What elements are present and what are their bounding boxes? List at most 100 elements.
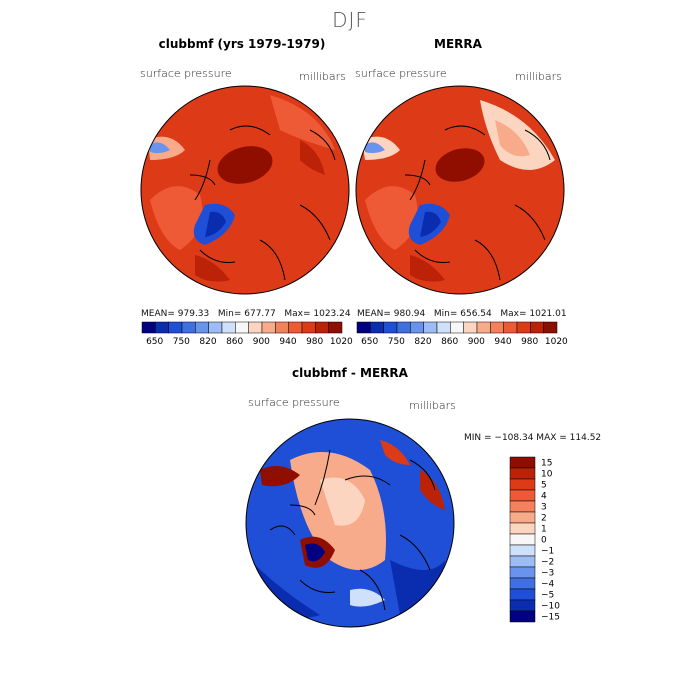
colorbar-swatch <box>315 321 329 334</box>
colorbar-tick-label: 2 <box>541 514 547 524</box>
minmax-label-bottom: MIN = −108.34 MAX = 114.52 <box>464 433 602 443</box>
colorbar-swatch <box>328 321 343 334</box>
colorbar-tick-label: 650 <box>361 337 378 347</box>
colorbar-swatch <box>509 533 536 546</box>
colorbar-swatch <box>509 599 536 612</box>
map-difference <box>246 419 454 627</box>
colorbar-tick-label: 1020 <box>545 337 568 347</box>
colorbar-merra: 650 750 820 860 900 940 980 1020 <box>356 321 568 347</box>
colorbar-swatch <box>509 555 536 568</box>
colorbar-swatch <box>261 321 276 334</box>
min-label: Min= <box>433 309 458 319</box>
colorbar-swatch <box>516 321 531 334</box>
max-label: Max= <box>284 309 311 319</box>
map-merra <box>356 86 564 294</box>
colorbar-swatch <box>370 321 384 334</box>
colorbar-tick-label: 0 <box>541 536 547 546</box>
colorbar-tick-label: 860 <box>441 337 458 347</box>
colorbar-swatch <box>248 321 263 334</box>
stats-right: MEAN= 980.94 Min= 656.54 Max= 1021.01 <box>357 309 567 319</box>
colorbar-swatch <box>509 566 536 579</box>
mean-value: 980.94 <box>393 309 426 319</box>
greenland-plateau <box>420 211 441 237</box>
ocean-region <box>365 186 418 250</box>
units-label-bottom: millibars <box>409 399 456 412</box>
coastline <box>269 449 436 611</box>
negative-anomaly-region <box>305 543 325 562</box>
colorbar-swatch <box>463 321 478 334</box>
colorbar-swatch <box>509 544 536 557</box>
map-border <box>140 85 350 295</box>
colorbar-swatch <box>509 522 536 535</box>
colorbar-tick-label: 980 <box>521 337 538 347</box>
colorbar-tick-label: −3 <box>541 569 554 579</box>
max-value: 1023.24 <box>313 309 351 319</box>
units-label-right: millibars <box>515 70 562 83</box>
high-pressure-region <box>217 146 273 184</box>
colorbar-swatch <box>509 577 536 590</box>
min-value: 677.77 <box>244 309 276 319</box>
units-label-left: millibars <box>299 70 346 83</box>
colorbar-tick-label: −10 <box>541 602 560 612</box>
coastline <box>189 125 336 281</box>
colorbar-tick-label: 820 <box>199 337 216 347</box>
land-region <box>195 255 230 282</box>
colorbar-tick-label: 750 <box>388 337 405 347</box>
colorbar-swatch <box>396 321 411 334</box>
colorbar-tick-label: 980 <box>306 337 323 347</box>
colorbar-swatch <box>356 321 371 334</box>
panel-title-merra: MERRA <box>434 37 482 51</box>
colorbar-tick-label: 820 <box>414 337 431 347</box>
colorbar-swatch <box>410 321 424 334</box>
colorbar-tick-label: 940 <box>279 337 296 347</box>
colorbar-tick-label: 5 <box>541 481 547 491</box>
colorbar-swatch <box>543 321 558 334</box>
colorbar-swatch <box>195 321 209 334</box>
colorbar-tick-label: 15 <box>541 459 552 469</box>
max-label: Max= <box>500 309 527 319</box>
colorbar-swatch <box>155 321 169 334</box>
colorbar-tick-label: 1020 <box>330 337 353 347</box>
panel-title-clubbmf: clubbmf (yrs 1979-1979) <box>158 37 326 51</box>
colorbar-tick-label: −5 <box>541 591 554 601</box>
low-pressure-region <box>150 142 170 154</box>
map-background <box>141 86 349 294</box>
colorbar-swatch <box>509 511 536 524</box>
variable-label-right: surface pressure <box>355 67 447 80</box>
low-pressure-region <box>365 142 385 154</box>
colorbar-swatch <box>181 321 196 334</box>
greenland-plateau <box>205 211 226 237</box>
colorbar-swatch <box>509 610 536 623</box>
colorbar-swatch <box>168 321 183 334</box>
ocean-region <box>150 186 203 250</box>
colorbar-swatch <box>208 321 223 334</box>
near-zero-region <box>350 588 385 607</box>
season-title: DJF <box>332 8 368 32</box>
colorbar-swatch <box>476 321 491 334</box>
colorbar-tick-label: 1 <box>541 525 547 535</box>
colorbar-swatch <box>490 321 504 334</box>
colorbar-swatch <box>288 321 303 334</box>
colorbar-tick-label: 4 <box>541 492 547 502</box>
colorbar-swatch <box>383 321 398 334</box>
colorbar-swatch <box>436 321 451 334</box>
colorbar-swatch <box>221 321 236 334</box>
colorbar-swatch <box>450 321 464 334</box>
colorbar-swatch <box>141 321 156 334</box>
negative-anomaly-region <box>390 560 445 615</box>
colorbar-swatch <box>509 489 536 502</box>
colorbar-tick-label: 860 <box>226 337 243 347</box>
colorbar-tick-label: 650 <box>146 337 163 347</box>
colorbar-tick-label: −1 <box>541 547 554 557</box>
colorbar-tick-label: 900 <box>468 337 485 347</box>
colorbar-swatch <box>235 321 249 334</box>
mean-label: MEAN= <box>357 309 391 319</box>
mean-label: MEAN= <box>141 309 175 319</box>
colorbar-tick-label: 940 <box>494 337 511 347</box>
colorbar-swatch <box>301 321 316 334</box>
map-border <box>245 418 455 628</box>
ocean-region <box>270 95 335 150</box>
colorbar-swatch <box>509 467 536 480</box>
